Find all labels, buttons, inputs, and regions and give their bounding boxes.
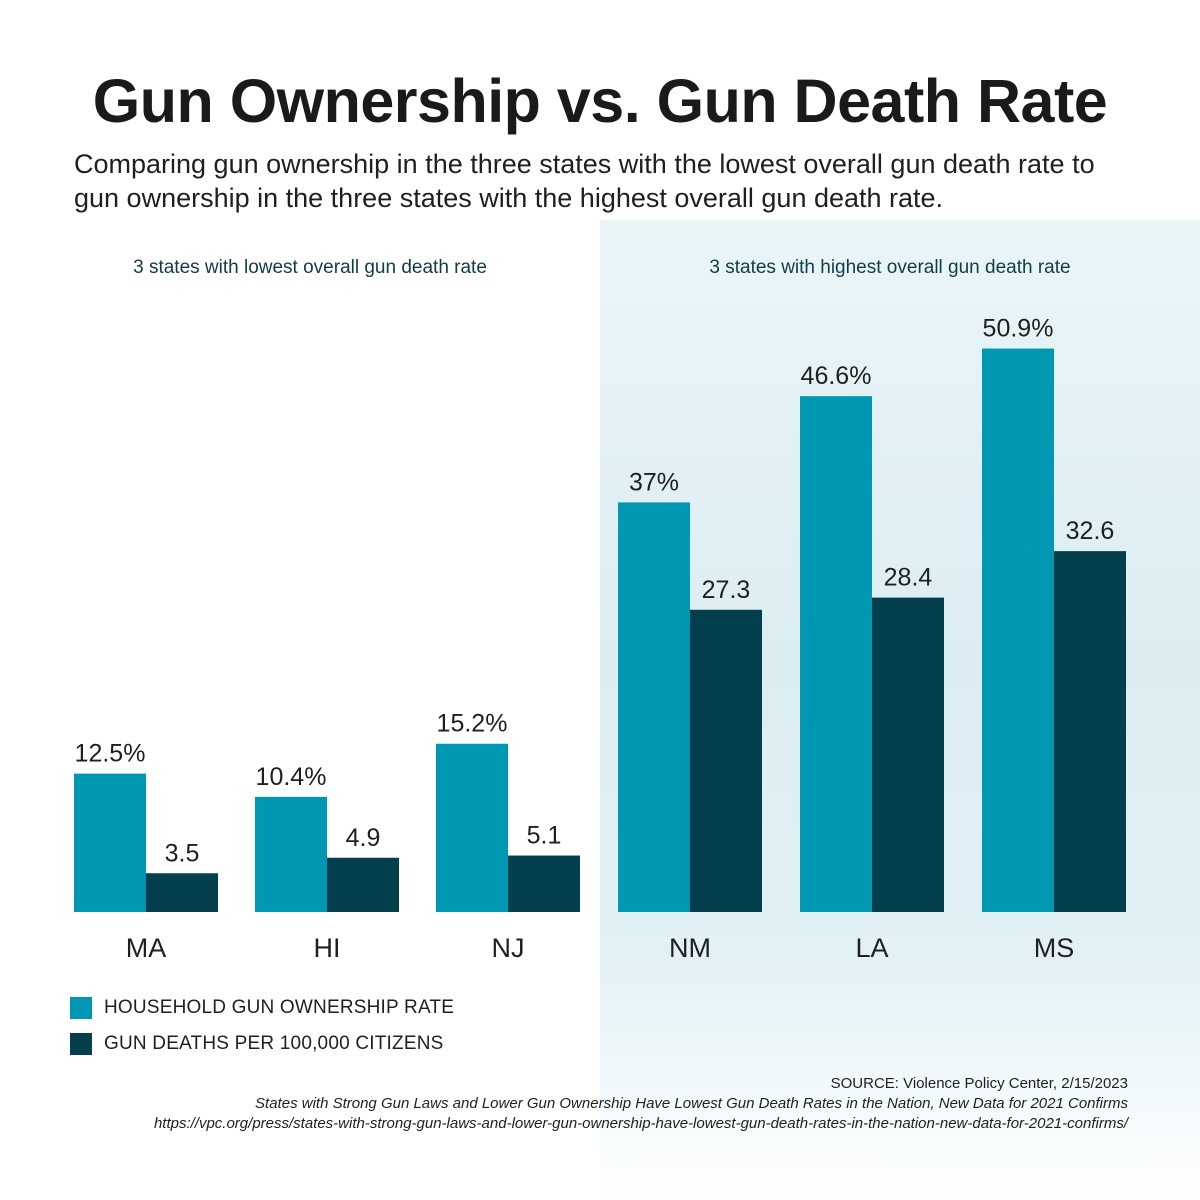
bar-ownership-nj [436, 743, 508, 912]
bar-deaths-ms [1054, 551, 1126, 912]
legend-label-deaths: GUN DEATHS PER 100,000 CITIZENS [104, 1033, 444, 1054]
source-article-title: States with Strong Gun Laws and Lower Gu… [255, 1095, 1128, 1112]
bar-ownership-nm [618, 502, 690, 912]
bar-ownership-ms [982, 348, 1054, 912]
legend-item-deaths: GUN DEATHS PER 100,000 CITIZENS [70, 1030, 454, 1058]
legend-swatch-deaths [70, 1033, 92, 1055]
label-deaths-la: 28.4 [884, 564, 933, 592]
legend-swatch-ownership [70, 997, 92, 1019]
group-label-highest: 3 states with highest overall gun death … [709, 257, 1071, 278]
label-ownership-ma: 12.5% [75, 740, 146, 768]
label-ownership-nj: 15.2% [437, 710, 508, 738]
bar-ownership-la [800, 396, 872, 912]
bar-deaths-hi [327, 857, 399, 912]
label-ownership-ms: 50.9% [983, 315, 1054, 343]
group-label-lowest: 3 states with lowest overall gun death r… [133, 257, 487, 278]
category-label-nm: NM [669, 933, 711, 963]
label-deaths-ma: 3.5 [165, 839, 200, 867]
chart-subtitle: Comparing gun ownership in the three sta… [74, 149, 1095, 213]
label-deaths-nj: 5.1 [527, 822, 562, 850]
bar-deaths-la [872, 597, 944, 912]
label-deaths-hi: 4.9 [346, 824, 381, 852]
legend-label-ownership: HOUSEHOLD GUN OWNERSHIP RATE [104, 997, 455, 1018]
legend-item-ownership: HOUSEHOLD GUN OWNERSHIP RATE [70, 994, 454, 1022]
label-deaths-ms: 32.6 [1066, 517, 1115, 545]
label-deaths-nm: 27.3 [702, 576, 751, 604]
source-note: SOURCE: Violence Policy Center, 2/15/202… [154, 1074, 1128, 1134]
label-ownership-nm: 37% [629, 468, 679, 496]
category-label-ma: MA [126, 933, 167, 963]
source-url[interactable]: https://vpc.org/press/states-with-strong… [153, 1115, 1128, 1132]
label-ownership-hi: 10.4% [256, 763, 327, 791]
category-label-ms: MS [1034, 933, 1075, 963]
category-label-hi: HI [314, 933, 341, 963]
label-ownership-la: 46.6% [801, 362, 872, 390]
bar-deaths-nj [508, 855, 580, 912]
bar-ownership-hi [255, 796, 327, 912]
source-citation: SOURCE: Violence Policy Center, 2/15/202… [830, 1075, 1128, 1092]
category-label-nj: NJ [492, 933, 525, 963]
bar-deaths-nm [690, 609, 762, 912]
legend: HOUSEHOLD GUN OWNERSHIP RATE GUN DEATHS … [70, 994, 454, 1066]
category-label-la: LA [855, 933, 888, 963]
chart-title: Gun Ownership vs. Gun Death Rate [92, 67, 1108, 135]
bar-ownership-ma [74, 773, 146, 912]
bar-deaths-ma [146, 873, 218, 912]
